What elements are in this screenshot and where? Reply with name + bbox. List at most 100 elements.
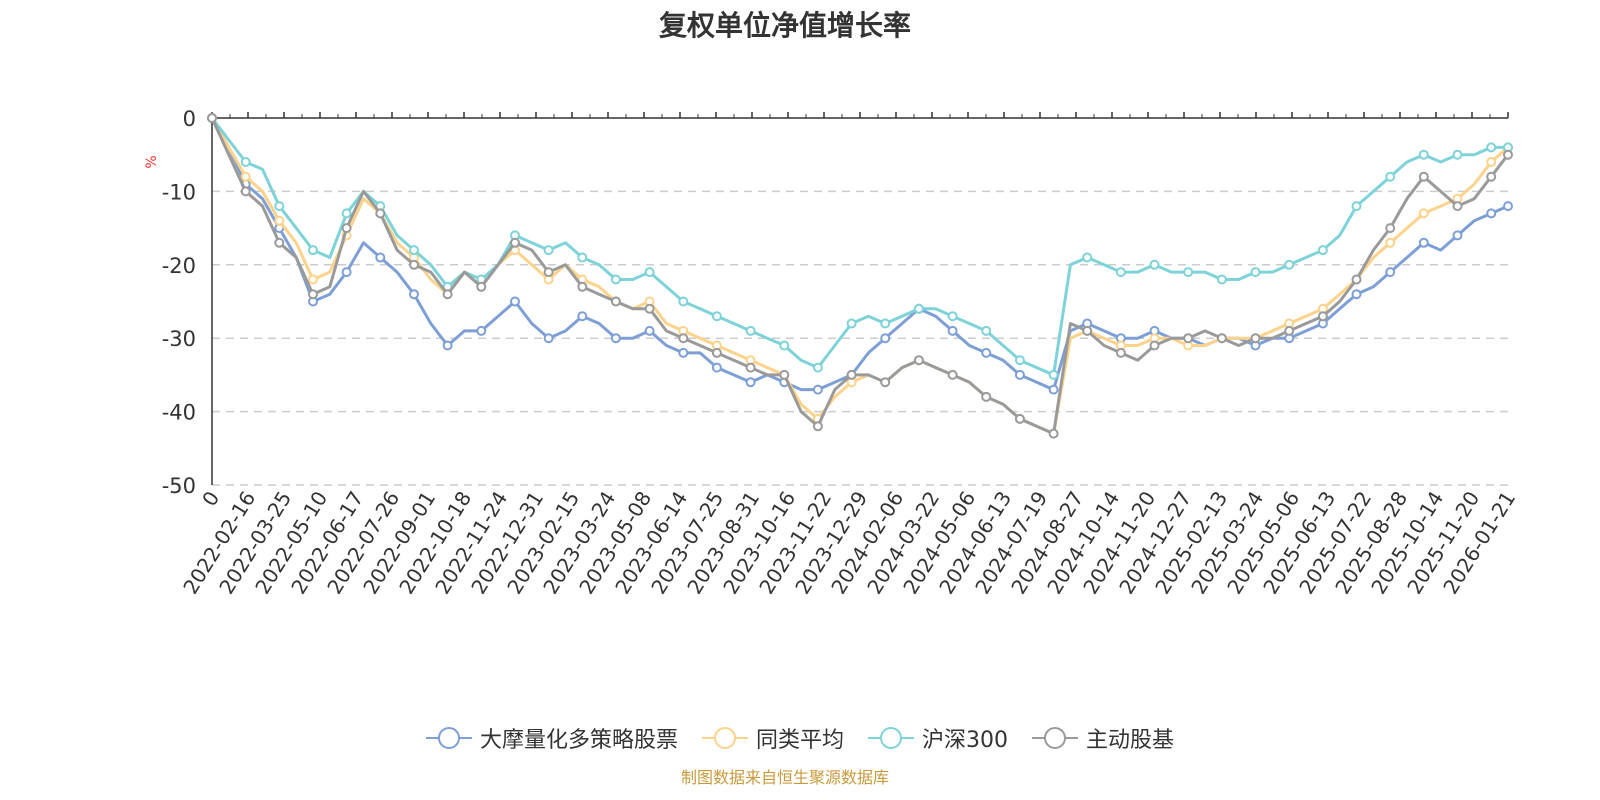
series-point [274, 215, 285, 226]
series-point [240, 171, 251, 182]
legend-marker-icon [868, 727, 914, 749]
series-point [1317, 311, 1328, 322]
legend: 大摩量化多策略股票 同类平均 沪深300 主动股基 [0, 722, 1600, 754]
series-point [610, 296, 621, 307]
series-point [375, 252, 386, 263]
y-tick-label: -10 [162, 180, 196, 204]
legend-label: 沪深300 [922, 728, 1008, 753]
series-point [812, 362, 823, 373]
series-point [442, 289, 453, 300]
legend-label: 大摩量化多策略股票 [479, 728, 678, 753]
series-point [577, 252, 588, 263]
series-point [577, 281, 588, 292]
series-point [711, 311, 722, 322]
series-point [745, 325, 756, 336]
series-point [610, 274, 621, 285]
y-tick-label: 0 [183, 107, 196, 131]
series-point [341, 208, 352, 219]
series-point [409, 245, 419, 256]
series-point [779, 340, 790, 351]
series-point [1048, 369, 1059, 380]
series-point [308, 245, 318, 256]
series-point [1503, 201, 1513, 212]
series-point [1014, 355, 1025, 366]
series-point [1351, 274, 1362, 285]
series-point [1115, 267, 1126, 278]
series-point [1452, 230, 1463, 241]
series-point [1486, 208, 1497, 219]
series-point [846, 318, 857, 329]
series-point [1317, 245, 1328, 256]
series-point [947, 325, 958, 336]
series-line [210, 117, 1509, 436]
series-point [745, 377, 756, 388]
series-point [644, 303, 655, 314]
series-point [308, 289, 318, 300]
series-point [543, 245, 554, 256]
series-point [610, 333, 621, 344]
series-point [1284, 259, 1295, 270]
series-point [409, 289, 419, 300]
series-point [1082, 325, 1093, 336]
series-point [1418, 149, 1429, 160]
series-point [644, 325, 655, 336]
series-point [510, 296, 520, 307]
series-point [812, 421, 823, 432]
series-point [274, 237, 285, 248]
series-point [711, 362, 722, 373]
series-point [577, 311, 588, 322]
series-layer [207, 113, 1513, 439]
series-point [1149, 340, 1160, 351]
series-point [1418, 171, 1429, 182]
legend-item-csi300[interactable]: 沪深300 [868, 722, 1008, 754]
series-point [1216, 333, 1227, 344]
series-point [442, 340, 453, 351]
series-point [981, 347, 992, 358]
legend-item-peer-average[interactable]: 同类平均 [701, 722, 844, 754]
series-point [476, 325, 487, 336]
series-point [981, 325, 992, 336]
series-point [1486, 171, 1497, 182]
series-point [1452, 201, 1463, 212]
series-point [1183, 267, 1194, 278]
series-point [1250, 267, 1261, 278]
series-point [1418, 208, 1429, 219]
series-point [510, 237, 520, 248]
y-axis-label: % [144, 155, 160, 168]
series-point [543, 333, 554, 344]
series-point [1284, 325, 1295, 336]
series-point [240, 186, 251, 197]
legend-marker-icon [701, 727, 748, 749]
series-point [678, 296, 689, 307]
series-point [913, 303, 924, 314]
y-tick-label: -40 [162, 401, 196, 425]
series-point [240, 157, 251, 167]
series-line [210, 117, 1510, 436]
series-point [1503, 149, 1513, 160]
legend-marker-icon [1032, 727, 1078, 749]
axis-layer: 0-10-20-30-40-5002022-02-162022-03-25202… [162, 107, 1521, 598]
y-tick-label: -30 [162, 327, 196, 351]
series-point [678, 347, 689, 358]
series-line [210, 117, 1508, 377]
series-point [981, 391, 992, 402]
grid-layer [212, 190, 1508, 486]
series-point [880, 318, 891, 329]
series-point [341, 267, 352, 278]
y-tick-label: -50 [162, 474, 196, 498]
series-point [341, 223, 352, 234]
series-point [779, 369, 790, 380]
series-point [644, 267, 655, 278]
series-point [947, 311, 958, 322]
series-point [1486, 142, 1497, 153]
series-point [745, 362, 756, 373]
legend-item-fund[interactable]: 大摩量化多策略股票 [425, 722, 678, 754]
series-point [274, 201, 285, 212]
x-tick-label: 0 [197, 487, 224, 511]
legend-item-active-equity[interactable]: 主动股基 [1032, 722, 1174, 754]
series-point [880, 377, 891, 388]
series-point [1385, 223, 1396, 234]
series-point [846, 369, 857, 380]
series-point [1418, 237, 1429, 248]
